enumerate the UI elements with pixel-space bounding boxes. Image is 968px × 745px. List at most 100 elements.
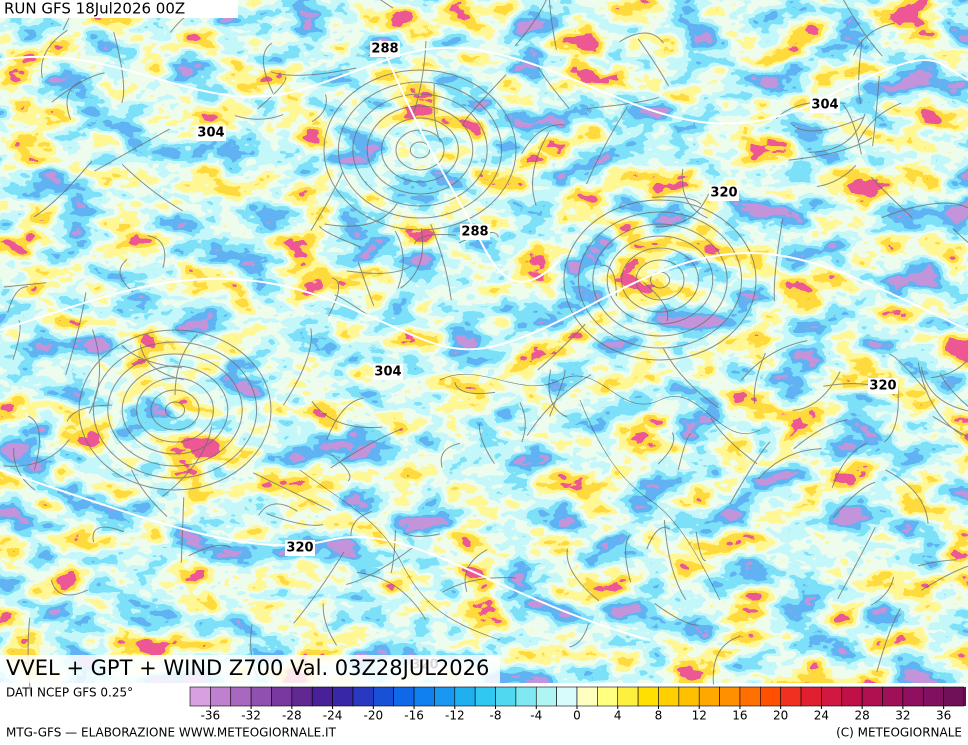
contour-label: 288 [461, 225, 488, 240]
streamline [637, 38, 669, 87]
streamline [651, 196, 702, 205]
colorbar-swatch [739, 686, 761, 707]
streamline [234, 114, 284, 120]
streamline [350, 510, 372, 539]
streamline [131, 469, 168, 517]
streamline [816, 165, 857, 188]
streamline [311, 401, 383, 429]
streamline [792, 116, 865, 132]
colorbar-swatch [698, 686, 720, 707]
streamline [514, 0, 547, 47]
vvel-field [0, 0, 968, 683]
colorbar-swatch [882, 686, 904, 707]
streamline [33, 160, 93, 218]
streamline [548, 369, 568, 418]
colorbar-tick-label: 12 [692, 709, 707, 723]
streamline [330, 428, 404, 469]
streamline [526, 374, 592, 436]
contour-label: 320 [710, 186, 737, 201]
colorbar-tick-label: -4 [530, 709, 542, 723]
streamline [712, 635, 741, 685]
wind-streamlines [3, 0, 968, 696]
colorbar: -36 -32 -28 -24 -20 -16 -12 -8 -4 0 4 8 12 16 20 24 28 32… [189, 686, 966, 723]
colorbar-swatch [373, 686, 394, 707]
colorbar-swatch [800, 686, 822, 707]
streamline [174, 334, 198, 395]
colorbar-swatch [291, 686, 313, 707]
colorbar-swatch [474, 686, 496, 707]
colorbar-swatch [413, 686, 435, 707]
colorbar-tick-label: 16 [732, 709, 747, 723]
colorbar-swatch [515, 686, 537, 707]
streamline [695, 531, 706, 562]
footer-left: MTG-GFS — ELABORAZIONE WWW.METEOGIORNALE… [6, 726, 337, 740]
colorbar-swatch [393, 686, 415, 707]
streamline [876, 607, 901, 672]
colorbar-swatch [617, 686, 639, 707]
colorbar-swatch [576, 686, 598, 707]
vortex-ring [107, 353, 243, 467]
streamline [293, 551, 345, 624]
streamline [65, 292, 87, 376]
streamline [521, 124, 564, 154]
vortex-ring [323, 69, 517, 231]
streamline [757, 448, 822, 480]
colorbar-swatch [902, 686, 924, 707]
streamline [147, 235, 166, 268]
streamline [646, 526, 671, 550]
streamline [793, 419, 848, 450]
streamline [7, 286, 29, 313]
streamline [394, 230, 404, 289]
streamline [657, 432, 675, 465]
streamline [66, 81, 81, 120]
streamline [3, 282, 47, 288]
colorbar-swatch [841, 686, 863, 707]
colorbar-tick-label: 20 [773, 709, 788, 723]
streamline [121, 163, 183, 212]
streamline [113, 31, 125, 104]
streamline [346, 265, 412, 274]
colorbar-swatch [189, 686, 211, 707]
streamline [920, 367, 968, 412]
streamline [654, 603, 700, 626]
colorbar-swatch [271, 686, 293, 707]
contour-label: 304 [811, 98, 838, 113]
colorbar-swatch [311, 686, 333, 707]
streamline [870, 576, 895, 606]
colorbar-tick-label: 8 [655, 709, 663, 723]
colorbar-swatch [352, 686, 374, 707]
streamline [625, 534, 632, 583]
streamline [843, 0, 883, 57]
colorbar-tick-label: -20 [364, 709, 384, 723]
streamline [464, 549, 488, 592]
streamline [257, 76, 287, 110]
source-label: DATI NCEP GFS 0.25° [6, 686, 133, 700]
vortex-ring [606, 235, 714, 325]
streamline [952, 228, 968, 244]
streamline [324, 203, 398, 227]
streamline [400, 227, 424, 289]
streamline [773, 218, 784, 302]
streamline [319, 225, 361, 248]
colorbar-tick-label: 4 [614, 709, 622, 723]
vortex-ring [164, 401, 186, 419]
streamline [931, 360, 968, 379]
streamline [655, 193, 710, 228]
colorbar-swatch [332, 686, 354, 707]
streamline [440, 442, 461, 468]
colorbar-swatch [535, 686, 557, 707]
streamline [792, 371, 841, 411]
streamline [740, 340, 808, 381]
streamline [390, 530, 396, 574]
streamline [852, 22, 896, 56]
colorbar-swatch [495, 686, 517, 707]
colorbar-tick-label: 32 [895, 709, 910, 723]
streamline [311, 94, 327, 123]
streamline [62, 0, 81, 31]
streamline [837, 526, 876, 600]
vortex-ring [92, 341, 258, 479]
streamline [327, 277, 340, 317]
colorbar-swatch [637, 686, 659, 707]
streamline [13, 447, 36, 491]
